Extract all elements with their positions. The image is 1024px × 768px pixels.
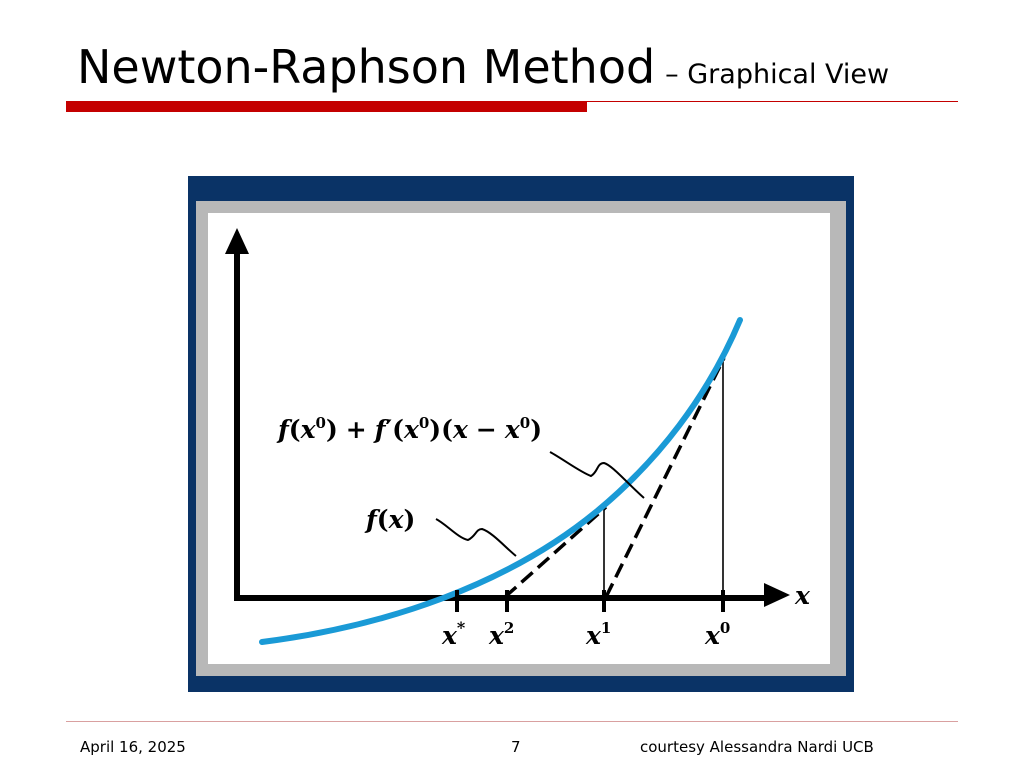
curve-label: f(x): [364, 505, 415, 534]
y-axis-arrowhead: [225, 228, 249, 254]
footer-date: April 16, 2025: [80, 738, 186, 756]
tangent-formula-label: f(x0) + f′(x0)(x − x0): [276, 414, 542, 444]
tl-sup0c: 0: [520, 414, 530, 432]
tl-x2: x: [403, 415, 420, 444]
footer-credit: courtesy Alessandra Nardi UCB: [640, 738, 874, 756]
tl-fprime: f: [373, 415, 390, 444]
cl-close: ): [404, 505, 416, 534]
tl-sup0: 0: [316, 414, 326, 432]
newton-raphson-diagram: f(x0) + f′(x0)(x − x0) f(x) x x* x2 x1 x0: [196, 201, 846, 676]
tl-x3: x: [452, 415, 469, 444]
tl-open1: (: [289, 415, 301, 444]
cl-open: (: [377, 505, 389, 534]
x-axis-label: x: [794, 581, 811, 610]
cl-f: f: [364, 505, 381, 534]
figure-frame: f(x0) + f′(x0)(x − x0) f(x) x x* x2 x1 x0: [188, 176, 854, 692]
tl-sup0b: 0: [419, 414, 429, 432]
curve-label-pointer: [435, 518, 517, 557]
tangent-line-at-x1: [503, 505, 608, 599]
tl-close3: ): [530, 415, 542, 444]
tick-label-x1: x1: [585, 619, 611, 650]
title-accent-bar: [66, 102, 587, 112]
tl-minus: −: [476, 415, 497, 444]
title-rule: [66, 101, 958, 102]
cl-x: x: [388, 505, 405, 534]
function-curve: [259, 317, 743, 645]
footer-rule: [66, 721, 958, 722]
tl-x4: x: [504, 415, 521, 444]
tl-plus: +: [346, 415, 367, 444]
title-main: Newton-Raphson Method: [77, 40, 656, 94]
x-axis-arrowhead: [764, 583, 790, 607]
plot-background: [208, 213, 830, 664]
tl-prime: ′: [386, 415, 393, 444]
tangent-line-at-x0: [604, 357, 726, 598]
tick-label-x0: x0: [704, 619, 730, 650]
title-subtitle: – Graphical View: [665, 59, 890, 90]
tangent-label-pointer: [549, 451, 645, 499]
tl-close2: ): [429, 415, 441, 444]
tick-label-x2: x2: [488, 619, 514, 650]
tl-open2: (: [392, 415, 404, 444]
tl-f: f: [276, 415, 293, 444]
tl-open3: (: [441, 415, 453, 444]
tl-x: x: [300, 415, 317, 444]
slide-title: Newton-Raphson Method – Graphical View: [77, 40, 889, 94]
tl-close1: ): [326, 415, 338, 444]
tick-label-x-star: x*: [441, 618, 466, 650]
footer-page-number: 7: [511, 738, 521, 756]
